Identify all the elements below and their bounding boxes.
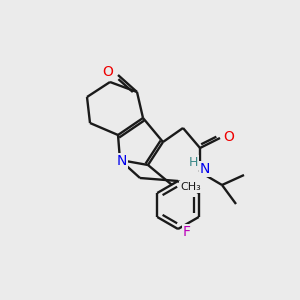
Text: O: O (103, 65, 113, 79)
Text: H: H (188, 155, 198, 169)
Text: N: N (117, 154, 127, 168)
Text: N: N (200, 162, 210, 176)
Text: F: F (183, 225, 191, 239)
Text: CH₃: CH₃ (180, 182, 201, 192)
Text: O: O (224, 130, 234, 144)
